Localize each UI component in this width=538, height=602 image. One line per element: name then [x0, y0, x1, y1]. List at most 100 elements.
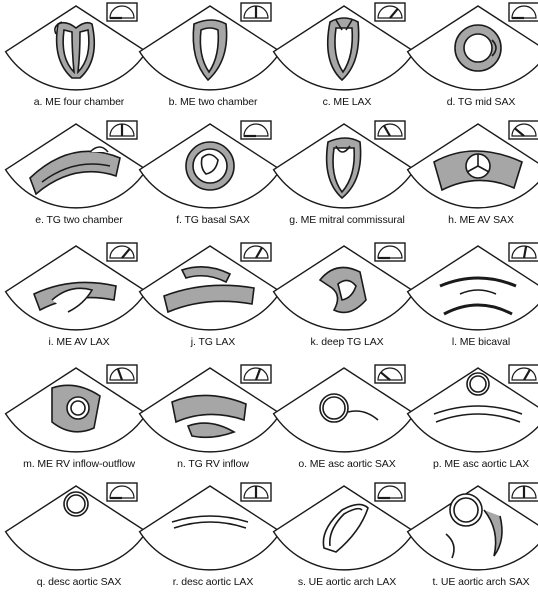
probe-angle-icon	[240, 482, 272, 502]
probe-angle-icon	[106, 482, 138, 502]
anatomy-sketch	[171, 394, 247, 439]
probe-icon-frame	[106, 242, 138, 262]
probe-angle-icon	[508, 2, 538, 22]
anatomy-sketch	[192, 19, 228, 82]
view-caption: l. ME bicaval	[451, 336, 511, 348]
view-panel-f: f. TG basal SAX	[138, 118, 282, 238]
view-caption: d. TG mid SAX	[446, 96, 516, 108]
sector-outline	[406, 245, 538, 331]
view-panel-n: n. TG RV inflow	[138, 362, 282, 482]
probe-angle-icon	[374, 242, 406, 262]
view-caption: n. TG RV inflow	[177, 458, 249, 470]
probe-angle-icon	[240, 242, 272, 262]
view-diagram-q	[4, 482, 148, 571]
view-diagram-b	[138, 2, 282, 91]
probe-icon-frame	[374, 242, 406, 262]
view-panel-r: r. desc aortic LAX	[138, 480, 282, 600]
probe-angle-icon	[374, 2, 406, 22]
probe-angle-icon	[374, 120, 406, 140]
view-caption: q. desc aortic SAX	[36, 576, 122, 588]
probe-icon-frame	[374, 364, 406, 384]
anatomy-sketch	[63, 491, 89, 517]
view-diagram-e	[4, 120, 148, 209]
view-caption: t. UE aortic arch SAX	[432, 576, 530, 588]
anatomy-sketch	[319, 393, 379, 423]
view-caption: a. ME four chamber	[33, 96, 125, 108]
anatomy-sketch	[51, 384, 101, 433]
anatomy-sketch	[185, 141, 235, 191]
anatomy-sketch	[326, 17, 360, 82]
probe-angle-icon	[106, 120, 138, 140]
view-caption: f. TG basal SAX	[176, 214, 250, 226]
probe-angle-icon	[106, 364, 138, 384]
view-diagram-r	[138, 482, 282, 571]
sector-outline	[406, 485, 538, 571]
probe-icon-frame	[106, 2, 138, 22]
view-panel-e: e. TG two chamber	[4, 118, 148, 238]
view-caption: g. ME mitral commissural	[289, 214, 405, 226]
anatomy-sketch	[29, 146, 121, 196]
view-panel-o: o. ME asc aortic SAX	[272, 362, 416, 482]
anatomy-sketch	[32, 281, 117, 313]
probe-icon-frame	[240, 364, 272, 384]
view-panel-j: j. TG LAX	[138, 240, 282, 360]
view-caption: j. TG LAX	[190, 336, 236, 348]
probe-icon-frame	[374, 120, 406, 140]
probe-icon-frame	[374, 2, 406, 22]
view-panel-g: g. ME mitral commissural	[272, 118, 416, 238]
sector-outline	[4, 485, 148, 571]
view-panel-q: q. desc aortic SAX	[4, 480, 148, 600]
view-diagram-l	[406, 242, 538, 331]
view-caption: r. desc aortic LAX	[172, 576, 254, 588]
probe-icon-frame	[240, 242, 272, 262]
view-panel-p: p. ME asc aortic LAX	[406, 362, 538, 482]
probe-icon-frame	[106, 482, 138, 502]
view-panel-d: d. TG mid SAX	[406, 0, 538, 120]
anatomy-sketch	[445, 493, 503, 559]
anatomy-sketch	[439, 276, 517, 316]
anatomy-sketch	[322, 503, 369, 553]
view-caption: e. TG two chamber	[35, 214, 123, 226]
anatomy-sketch	[454, 24, 502, 72]
view-caption: b. ME two chamber	[168, 96, 258, 108]
anatomy-sketch	[325, 137, 362, 200]
view-panel-m: m. ME RV inflow-outflow	[4, 362, 148, 482]
view-diagram-f	[138, 120, 282, 209]
view-panel-t: t. UE aortic arch SAX	[406, 480, 538, 600]
view-panel-l: l. ME bicaval	[406, 240, 538, 360]
view-diagram-d	[406, 2, 538, 91]
view-diagram-j	[138, 242, 282, 331]
view-panel-k: k. deep TG LAX	[272, 240, 416, 360]
probe-angle-icon	[508, 120, 538, 140]
probe-angle-icon	[106, 242, 138, 262]
view-diagram-k	[272, 242, 416, 331]
view-panel-s: s. UE aortic arch LAX	[272, 480, 416, 600]
sector-outline	[406, 367, 538, 453]
anatomy-sketch	[163, 266, 255, 314]
view-caption: m. ME RV inflow-outflow	[23, 458, 135, 470]
anatomy-sketch	[171, 515, 249, 529]
view-diagram-o	[272, 364, 416, 453]
view-panel-b: b. ME two chamber	[138, 0, 282, 120]
view-caption: c. ME LAX	[322, 96, 372, 108]
view-diagram-n	[138, 364, 282, 453]
view-diagram-p	[406, 364, 538, 453]
view-caption: k. deep TG LAX	[310, 336, 384, 348]
probe-angle-icon	[240, 120, 272, 140]
view-panel-i: i. ME AV LAX	[4, 240, 148, 360]
view-caption: i. ME AV LAX	[48, 336, 110, 348]
view-diagram-i	[4, 242, 148, 331]
sector-outline	[138, 485, 282, 571]
probe-angle-icon	[374, 482, 406, 502]
view-caption: s. UE aortic arch LAX	[297, 576, 397, 588]
anatomy-sketch	[318, 266, 367, 314]
probe-angle-icon	[240, 364, 272, 384]
probe-angle-icon	[106, 2, 138, 22]
view-diagram-s	[272, 482, 416, 571]
anatomy-sketch	[433, 372, 523, 423]
view-panel-c: c. ME LAX	[272, 0, 416, 120]
anatomy-sketch	[433, 150, 523, 192]
probe-icon-frame	[106, 364, 138, 384]
view-caption: h. ME AV SAX	[448, 214, 514, 226]
